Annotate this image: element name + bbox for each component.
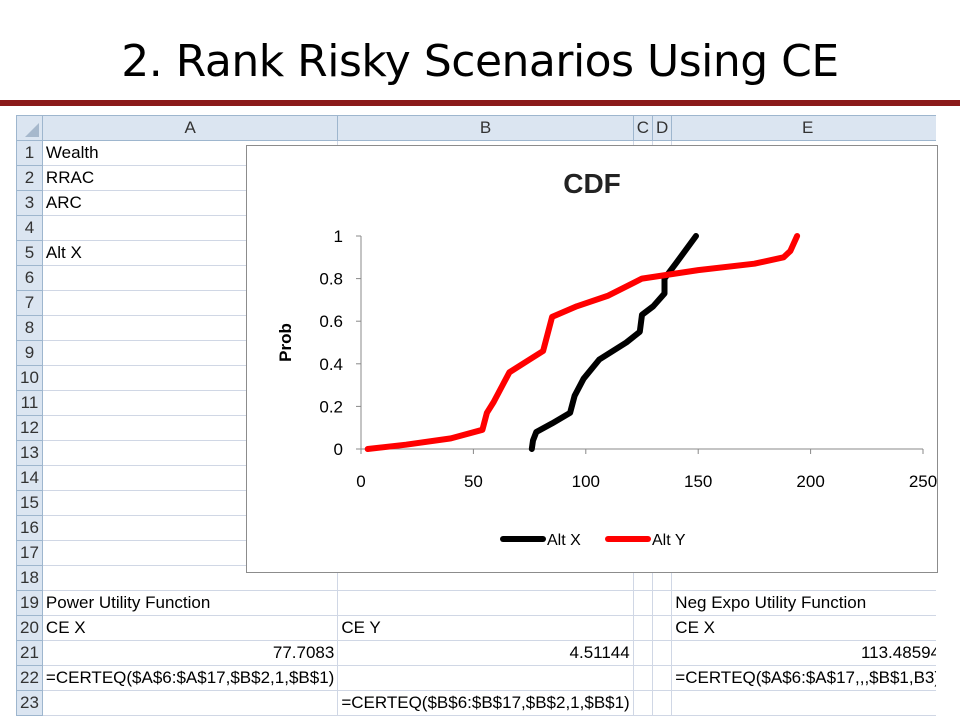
- x-tick-label: 250: [909, 472, 937, 491]
- cell-b23[interactable]: =CERTEQ($B$6:$B$17,$B$2,1,$B$1): [337, 690, 634, 716]
- y-axis-label: Prob: [276, 323, 295, 362]
- row-header[interactable]: 6: [16, 265, 43, 291]
- chart-title: CDF: [563, 168, 621, 199]
- row-header[interactable]: 12: [16, 415, 43, 441]
- cell-a21[interactable]: 77.7083: [41, 640, 339, 666]
- chart-plot-area: 0 0.2 0.4 0.6 0.8 1 0 50 100 150 200 250 Prob Alt X Al…: [276, 227, 937, 549]
- x-tick-label: 200: [796, 472, 824, 491]
- column-header-e[interactable]: E: [671, 115, 936, 141]
- cell-e22[interactable]: =CERTEQ($A$6:$A$17,,,$B$1,B3): [671, 665, 936, 691]
- legend-label-alt-y: Alt Y: [652, 532, 686, 549]
- sheet-row: 22 =CERTEQ($A$6:$A$17,$B$2,1,$B$1) =CERTEQ…: [16, 665, 936, 691]
- cell-a19[interactable]: Power Utility Function: [41, 590, 339, 616]
- title-divider: [0, 100, 960, 106]
- cell-b22[interactable]: [337, 665, 634, 691]
- row-header[interactable]: 18: [16, 565, 43, 591]
- cell-b21[interactable]: 4.51144: [337, 640, 634, 666]
- row-header[interactable]: 10: [16, 365, 43, 391]
- cell-d23[interactable]: [652, 690, 673, 716]
- cell-a22[interactable]: =CERTEQ($A$6:$A$17,$B$2,1,$B$1): [41, 665, 339, 691]
- cdf-chart[interactable]: CDF 0 0.2 0.4 0.6 0.8 1 0 50 100 150 200 250 Prob Alt…: [246, 145, 938, 573]
- row-header[interactable]: 19: [16, 590, 43, 616]
- cell-e19[interactable]: Neg Expo Utility Function: [671, 590, 936, 616]
- cell-c22[interactable]: [632, 665, 654, 691]
- row-header[interactable]: 1: [16, 140, 43, 166]
- y-tick-label: 0: [334, 440, 343, 459]
- y-tick-label: 1: [334, 227, 343, 246]
- row-header[interactable]: 4: [16, 215, 43, 241]
- column-header-a[interactable]: A: [41, 115, 339, 141]
- series-line-alt-y: [364, 233, 801, 452]
- row-header[interactable]: 22: [16, 665, 43, 691]
- row-header[interactable]: 20: [16, 615, 43, 641]
- column-header-c[interactable]: C: [632, 115, 654, 141]
- row-header[interactable]: 21: [16, 640, 43, 666]
- x-tick-label: 150: [684, 472, 712, 491]
- cell-d19[interactable]: [652, 590, 673, 616]
- y-tick-label: 0.6: [319, 312, 343, 331]
- legend-label-alt-x: Alt X: [547, 532, 581, 549]
- sheet-row: 18: [16, 565, 936, 591]
- row-header[interactable]: 8: [16, 315, 43, 341]
- row-header[interactable]: 15: [16, 490, 43, 516]
- sheet-row: 23 =CERTEQ($B$6:$B$17,$B$2,1,$B$1): [16, 690, 936, 716]
- row-header[interactable]: 17: [16, 540, 43, 566]
- sheet-row: 2177.70834.51144113.4859493=CERTEQ($B$6:…: [16, 640, 936, 666]
- row-header[interactable]: 5: [16, 240, 43, 266]
- select-all-corner[interactable]: [16, 115, 43, 141]
- cell-b19[interactable]: [337, 590, 634, 616]
- x-tick-label: 50: [464, 472, 483, 491]
- row-header[interactable]: 9: [16, 340, 43, 366]
- row-header[interactable]: 13: [16, 440, 43, 466]
- cell-c23[interactable]: [632, 690, 654, 716]
- cell-d20[interactable]: [652, 615, 673, 641]
- cell-c19[interactable]: [632, 590, 654, 616]
- column-header-b[interactable]: B: [337, 115, 634, 141]
- slide-title: 2. Rank Risky Scenarios Using CE: [121, 36, 839, 87]
- x-tick-label: 0: [356, 472, 365, 491]
- cell-d21[interactable]: [652, 640, 673, 666]
- cell-c21[interactable]: [632, 640, 654, 666]
- y-tick-label: 0.2: [319, 397, 343, 416]
- cell-c20[interactable]: [632, 615, 654, 641]
- select-all-icon: [24, 123, 39, 137]
- cell-e23[interactable]: [671, 690, 936, 716]
- row-header[interactable]: 16: [16, 515, 43, 541]
- y-tick-label: 0.4: [319, 355, 343, 374]
- cell-a20[interactable]: CE X: [41, 615, 339, 641]
- cell-b20[interactable]: CE Y: [337, 615, 634, 641]
- row-header[interactable]: 3: [16, 190, 43, 216]
- cell-e20[interactable]: CE X: [671, 615, 936, 641]
- row-header[interactable]: 7: [16, 290, 43, 316]
- series-line-alt-x: [528, 233, 699, 452]
- row-header[interactable]: 23: [16, 690, 43, 716]
- cell-e21[interactable]: 113.48594: [671, 640, 936, 666]
- cell-a23[interactable]: [41, 690, 339, 716]
- row-header[interactable]: 11: [16, 390, 43, 416]
- sheet-row: 19 Power Utility Function Neg Expo Utility…: [16, 590, 936, 616]
- cell-d22[interactable]: [652, 665, 673, 691]
- y-tick-label: 0.8: [319, 270, 343, 289]
- row-header[interactable]: 14: [16, 465, 43, 491]
- x-tick-label: 100: [572, 472, 600, 491]
- row-header[interactable]: 2: [16, 165, 43, 191]
- column-header-d[interactable]: D: [652, 115, 673, 141]
